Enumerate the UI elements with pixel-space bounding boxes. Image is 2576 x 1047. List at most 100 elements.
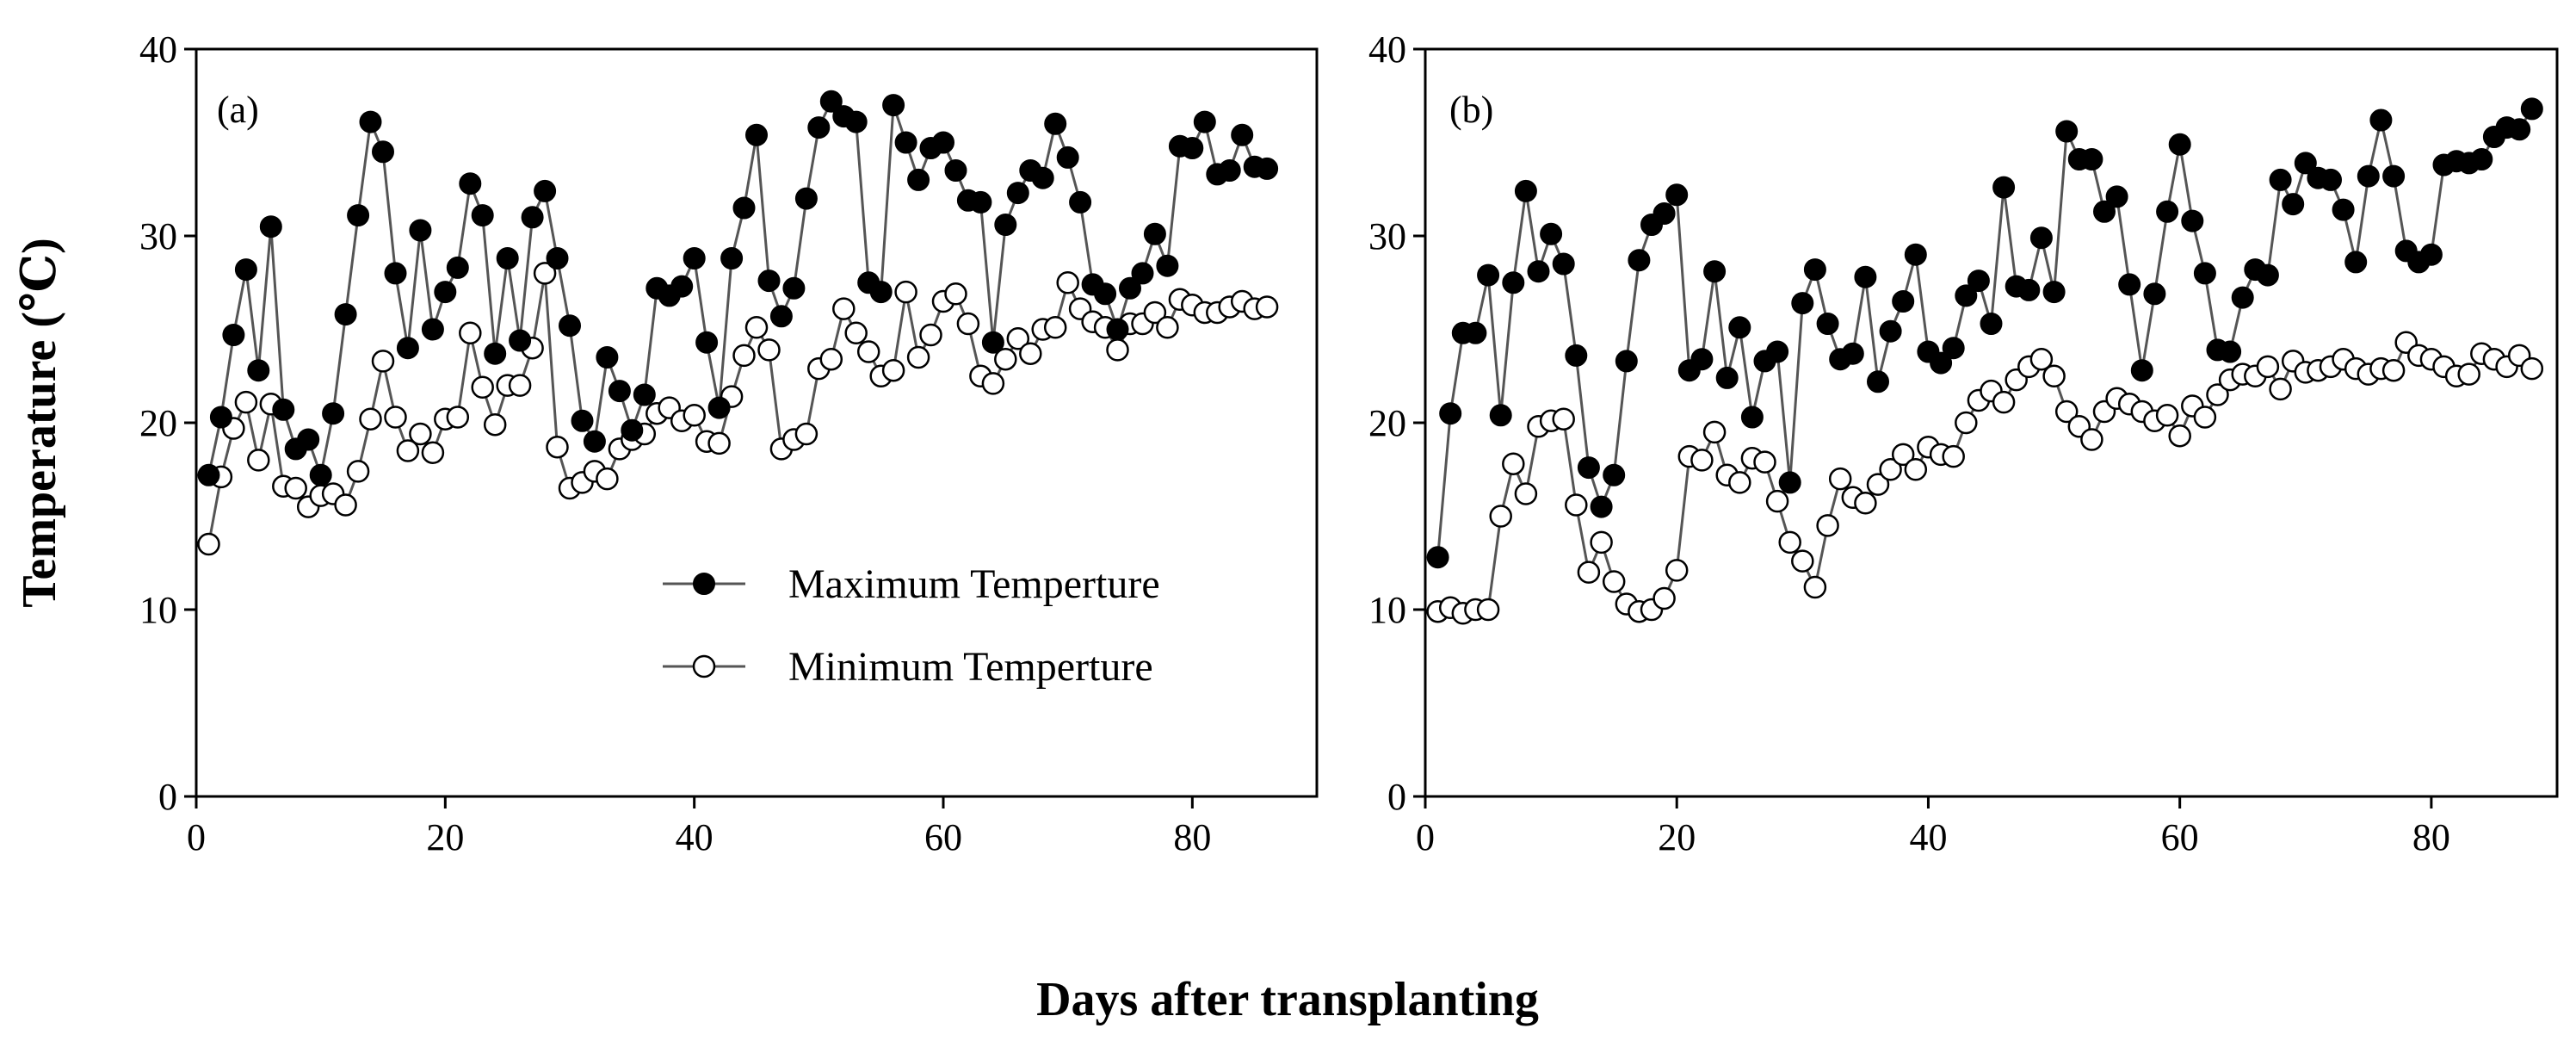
panel-b-point-min-67 xyxy=(2256,355,2280,379)
panel-b-ytick-label-3: 30 xyxy=(1368,215,1406,257)
panel-b-point-max-75 xyxy=(2357,164,2380,188)
panel-a-point-min-57 xyxy=(894,280,917,304)
panel-a-point-max-19 xyxy=(421,318,444,341)
panel-b-point-max-51 xyxy=(2055,120,2079,143)
panel-b-point-max-61 xyxy=(2181,209,2204,232)
panel-a-point-min-56 xyxy=(881,358,905,382)
panel-b-plot-frame xyxy=(1424,47,2559,798)
panel-a-point-max-30 xyxy=(559,314,581,338)
panel-b-line-max xyxy=(1436,108,2534,558)
panel-b-point-max-11 xyxy=(1552,252,1575,276)
panel-a-point-max-29 xyxy=(546,247,569,269)
panel-a-series-points xyxy=(197,90,1279,556)
panel-b-ticks xyxy=(1413,47,2433,808)
panel-b-point-max-49 xyxy=(2029,226,2053,250)
panel-b-point-max-1 xyxy=(1426,546,1449,569)
panel-a-ytick-label-2: 20 xyxy=(139,402,177,444)
panel-a-point-max-74 xyxy=(1106,318,1129,341)
panel-b-point-max-38 xyxy=(1892,290,1915,313)
panel-b-point-max-88 xyxy=(2520,97,2543,121)
panel-a-point-max-4 xyxy=(234,258,257,282)
panel-b-point-min-30 xyxy=(1791,549,1814,573)
panel-a-point-max-13 xyxy=(347,204,370,227)
panel-b-point-max-15 xyxy=(1603,463,1626,486)
panel-b-point-max-87 xyxy=(2508,118,2531,141)
panel-b-point-min-51 xyxy=(2054,400,2079,424)
panel-a-point-max-23 xyxy=(471,204,494,227)
panel-a-point-max-24 xyxy=(484,342,507,365)
panel-b-xtick-label-3: 60 xyxy=(2161,816,2199,858)
panel-b-point-min-88 xyxy=(2520,356,2544,381)
panel-b-label: (b) xyxy=(1449,89,1493,131)
panel-a-point-min-58 xyxy=(906,345,930,369)
panel-b-point-max-53 xyxy=(2080,148,2103,170)
panel-a-point-max-60 xyxy=(932,131,954,154)
panel-b-point-min-23 xyxy=(1702,420,1727,444)
panel-a-xtick-label-4: 80 xyxy=(1173,816,1211,858)
panel-a-point-max-76 xyxy=(1131,262,1154,285)
panel-a-point-max-39 xyxy=(670,275,694,298)
panel-a-point-max-49 xyxy=(794,187,818,210)
panel-a-point-max-16 xyxy=(384,262,407,285)
panel-b-xtick-label-0: 0 xyxy=(1416,816,1435,858)
panel-b-point-max-58 xyxy=(2143,282,2166,306)
panel-a-point-max-25 xyxy=(496,247,519,269)
panel-a-point-max-65 xyxy=(994,214,1017,236)
panel-b-point-min-31 xyxy=(1803,575,1827,599)
panel-a-point-max-12 xyxy=(334,303,357,326)
panel-a-point-max-78 xyxy=(1156,254,1179,277)
legend-label-min: Minimum Temperture xyxy=(788,644,1153,690)
panel-a-point-min-53 xyxy=(844,321,868,345)
panel-b-point-max-41 xyxy=(1930,351,1953,375)
panel-b-point-min-53 xyxy=(2080,428,2103,451)
panel-b-point-max-68 xyxy=(2269,168,2292,191)
panel-b: (b) 0 20 40 60 80 0 10 20 30 40 xyxy=(1368,28,2559,858)
panel-a-point-max-9 xyxy=(297,428,320,451)
panel-a-point-min-26 xyxy=(508,374,532,397)
panel-b-point-min-11 xyxy=(1552,407,1575,431)
panel-b-ytick-label-4: 40 xyxy=(1368,28,1406,71)
panel-b-point-min-50 xyxy=(2042,364,2066,388)
panel-a-point-min-51 xyxy=(819,347,843,371)
panel-b-point-min-46 xyxy=(1992,390,2016,414)
panel-b-point-max-46 xyxy=(1992,176,2016,199)
panel-b-point-max-6 xyxy=(1489,404,1512,427)
panel-a-point-max-41 xyxy=(695,331,719,354)
panel-a-point-max-84 xyxy=(1231,123,1254,146)
panel-a-point-min-46 xyxy=(757,338,781,362)
panel-b-point-max-84 xyxy=(2470,148,2493,170)
panel-a-point-max-75 xyxy=(1119,276,1141,300)
panel-a-point-max-81 xyxy=(1193,110,1216,133)
panel-b-point-min-38 xyxy=(1891,443,1915,467)
panel-b-point-max-73 xyxy=(2332,198,2355,221)
panel-b-point-min-42 xyxy=(1942,444,1965,468)
panel-b-tick-labels: 0 20 40 60 80 0 10 20 30 40 xyxy=(1368,28,2450,858)
panel-a-ticks xyxy=(184,47,1194,808)
panel-a-point-max-71 xyxy=(1069,190,1092,214)
panel-a-point-min-18 xyxy=(409,422,432,446)
panel-b-xtick-label-1: 20 xyxy=(1658,816,1696,858)
panel-b-point-max-74 xyxy=(2344,251,2368,274)
panel-b-ytick-label-0: 0 xyxy=(1387,776,1406,818)
panel-a-point-max-28 xyxy=(534,179,557,202)
panel-b-point-min-36 xyxy=(1866,473,1890,496)
panel-b-point-max-76 xyxy=(2369,108,2393,132)
panel-b-point-min-49 xyxy=(2029,347,2054,371)
panel-a-point-max-48 xyxy=(782,276,806,300)
panel-a-point-max-21 xyxy=(446,256,469,279)
panel-b-point-min-14 xyxy=(1590,530,1613,554)
panel-a-point-max-46 xyxy=(757,269,781,293)
panel-b-point-max-30 xyxy=(1791,292,1814,315)
panel-a-point-max-43 xyxy=(720,247,744,269)
panel-b-point-max-12 xyxy=(1565,344,1588,367)
panel-a-point-max-10 xyxy=(309,463,332,486)
panel-a-point-min-23 xyxy=(471,375,494,400)
panel-a-ytick-label-3: 30 xyxy=(139,215,177,257)
panel-a-point-min-16 xyxy=(384,406,407,429)
panel-b-point-min-12 xyxy=(1565,493,1588,517)
panel-a-point-min-33 xyxy=(596,467,619,491)
panel-a-point-min-64 xyxy=(981,372,1005,395)
panel-b-point-max-17 xyxy=(1628,249,1651,272)
panel-a-point-max-5 xyxy=(247,359,270,382)
